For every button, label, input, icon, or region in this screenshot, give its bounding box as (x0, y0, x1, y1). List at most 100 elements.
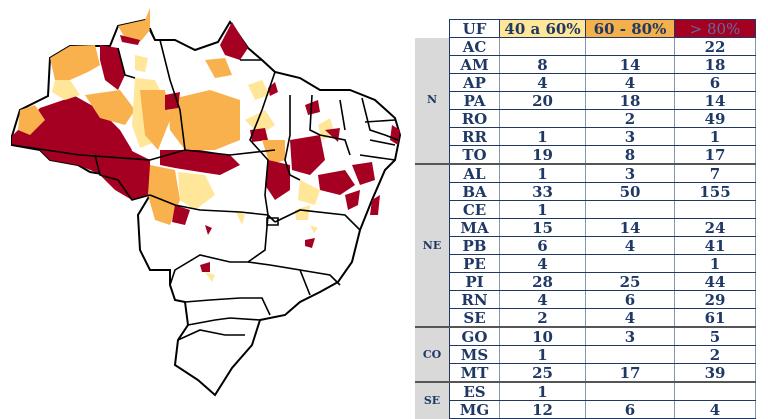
bin-60-80-header: 60 - 80% (585, 19, 675, 38)
value-cell: 4 (499, 254, 586, 273)
table-row: AP 4 4 6 (415, 73, 756, 92)
uf-cell: TO (449, 145, 500, 165)
table-row: N AC 22 (415, 37, 756, 164)
uf-cell: RR (449, 127, 500, 146)
value-cell: 41 (674, 236, 756, 255)
table-row: CE 1 (415, 200, 756, 219)
value-cell: 24 (674, 218, 756, 237)
value-cell: 3 (585, 163, 675, 183)
region-label: SE (415, 381, 450, 419)
table-row: RR 1 3 1 (415, 127, 756, 146)
value-cell: 2 (499, 308, 586, 328)
uf-cell: AC (449, 37, 500, 56)
value-cell: 39 (674, 363, 756, 383)
uf-cell: ES (449, 381, 500, 401)
region-label: N (415, 37, 450, 164)
uf-cell: MA (449, 218, 500, 237)
value-cell: 28 (499, 272, 586, 291)
table-row: MT 25 17 39 (415, 363, 756, 383)
table-row: RN 4 6 29 (415, 290, 756, 309)
table-row: BA 33 50 155 (415, 182, 756, 201)
value-cell: 50 (585, 182, 675, 201)
bin-80-plus-header: > 80% (674, 19, 756, 38)
uf-cell: PE (449, 254, 500, 273)
uf-cell: PB (449, 236, 500, 255)
region-header-blank (415, 19, 450, 38)
value-cell: 33 (499, 182, 586, 201)
value-cell: 14 (674, 91, 756, 110)
value-cell: 1 (674, 127, 756, 146)
value-cell: 4 (674, 400, 756, 419)
uf-cell: SE (449, 308, 500, 328)
uf-cell: MG (449, 400, 500, 419)
value-cell: 4 (585, 73, 675, 92)
value-cell: 3 (585, 326, 675, 346)
uf-cell: RN (449, 290, 500, 309)
table-row: MA 15 14 24 (415, 218, 756, 237)
value-cell (499, 37, 586, 56)
uf-cell: MS (449, 345, 500, 364)
value-cell (585, 345, 675, 364)
value-cell: 18 (674, 55, 756, 74)
table-row: PB 6 4 41 (415, 236, 756, 255)
table-row: NE AL 1 3 7 (415, 163, 756, 327)
value-cell: 1 (499, 127, 586, 146)
value-cell: 4 (499, 290, 586, 309)
uf-cell: AM (449, 55, 500, 74)
table-row: SE ES 1 (415, 381, 756, 419)
value-cell: 44 (674, 272, 756, 291)
value-cell (585, 37, 675, 56)
value-cell: 155 (674, 182, 756, 201)
region-label: NE (415, 163, 450, 327)
value-cell: 8 (585, 145, 675, 165)
value-cell: 1 (499, 200, 586, 219)
uf-cell: GO (449, 326, 500, 346)
value-cell: 10 (499, 326, 586, 346)
table-row: RO 2 49 (415, 109, 756, 128)
value-cell (585, 254, 675, 273)
table-row: AM 8 14 18 (415, 55, 756, 74)
value-cell (585, 200, 675, 219)
municipality-count-table: UF 40 a 60% 60 - 80% > 80% N AC 22 AM 8 … (415, 19, 756, 419)
value-cell: 17 (674, 145, 756, 165)
value-cell: 22 (674, 37, 756, 56)
value-cell: 14 (585, 55, 675, 74)
uf-cell: MT (449, 363, 500, 383)
table-row: MS 1 2 (415, 345, 756, 364)
value-cell: 1 (499, 163, 586, 183)
uf-header: UF (449, 19, 500, 38)
table-header-row: UF 40 a 60% 60 - 80% > 80% (415, 19, 756, 38)
table-body: N AC 22 AM 8 14 18 AP 4 4 6 PA 20 18 (415, 37, 756, 419)
value-cell: 2 (674, 345, 756, 364)
uf-cell: AP (449, 73, 500, 92)
value-cell: 18 (585, 91, 675, 110)
value-cell: 3 (585, 127, 675, 146)
uf-cell: AL (449, 163, 500, 183)
value-cell: 29 (674, 290, 756, 309)
table-row: TO 19 8 17 (415, 145, 756, 165)
value-cell: 19 (499, 145, 586, 165)
value-cell: 5 (674, 326, 756, 346)
region-label: CO (415, 326, 450, 382)
value-cell: 25 (585, 272, 675, 291)
value-cell: 4 (499, 73, 586, 92)
table-row: PE 4 1 (415, 254, 756, 273)
value-cell: 8 (499, 55, 586, 74)
value-cell: 25 (499, 363, 586, 383)
value-cell: 6 (585, 290, 675, 309)
table-row: CO GO 10 3 5 (415, 326, 756, 382)
value-cell: 12 (499, 400, 586, 419)
uf-cell: PA (449, 91, 500, 110)
brazil-choropleth-map (11, 8, 402, 397)
uf-cell: RO (449, 109, 500, 128)
uf-cell: BA (449, 182, 500, 201)
value-cell: 14 (585, 218, 675, 237)
bin-40-60-header: 40 a 60% (499, 19, 586, 38)
value-cell: 6 (585, 400, 675, 419)
value-cell: 6 (499, 236, 586, 255)
uf-cell: PI (449, 272, 500, 291)
value-cell: 4 (585, 308, 675, 328)
value-cell: 1 (674, 254, 756, 273)
state-borders (11, 27, 399, 341)
value-cell: 1 (499, 381, 586, 401)
